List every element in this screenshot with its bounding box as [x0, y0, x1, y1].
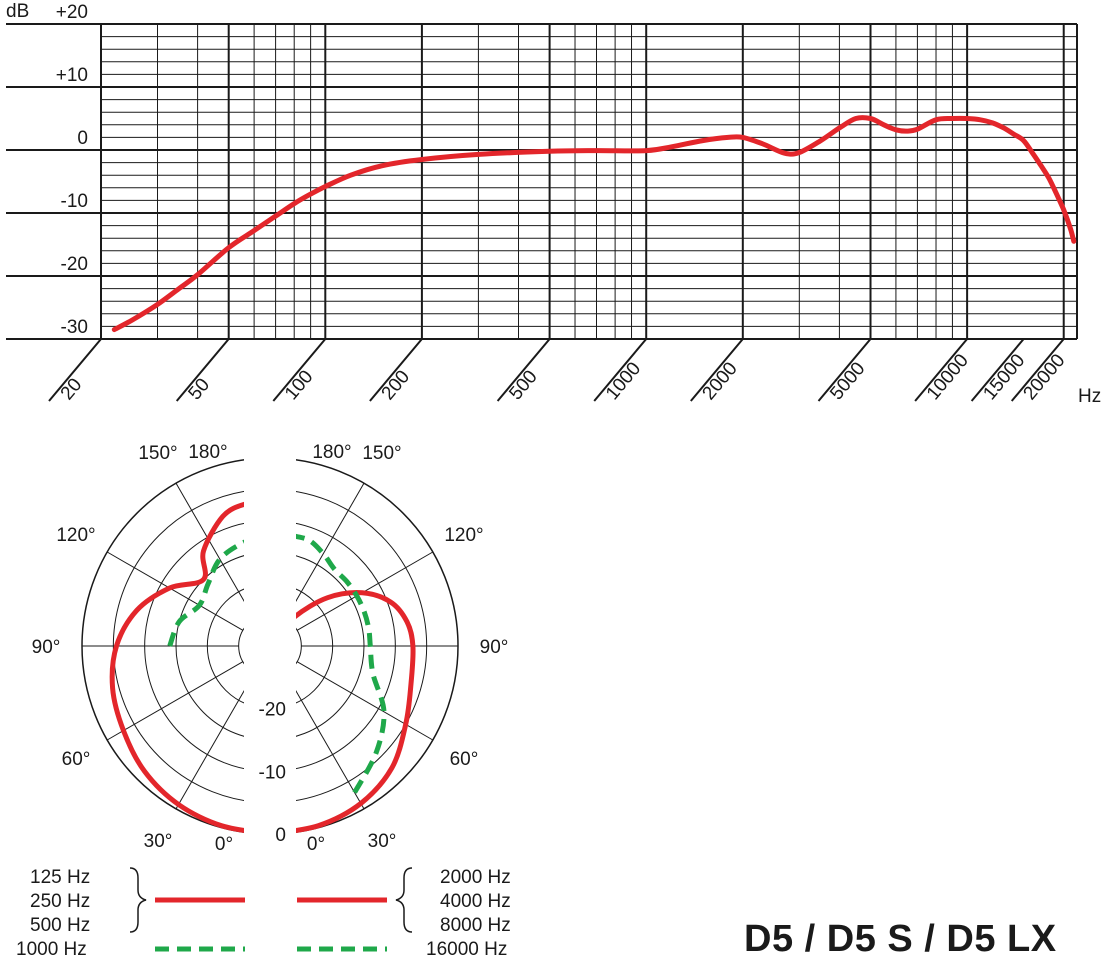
polar-series	[109, 430, 416, 870]
polar-center-mask	[244, 430, 296, 870]
x-tick-line	[48, 338, 102, 402]
legend-right-brace	[395, 867, 413, 933]
y-axis-label: dB	[6, 1, 29, 22]
legend-right-dashed: 16000 Hz	[426, 939, 508, 960]
legend-right-2: 4000 Hz	[440, 891, 511, 912]
x-tick-label: 500	[505, 366, 541, 404]
polar-angle-label: 60°	[450, 749, 479, 770]
polar-radial-label: -20	[259, 700, 286, 721]
polar-radial-label: -10	[259, 762, 286, 783]
polar-angle-label: 180°	[188, 442, 227, 463]
x-tick-label: 20	[57, 375, 87, 405]
legend-right-1: 2000 Hz	[440, 867, 511, 888]
x-tick-label: 1000	[602, 358, 645, 404]
polar-left-solid-curve	[109, 499, 273, 837]
polar-spoke	[175, 672, 255, 810]
x-tick-label: 20000	[1019, 350, 1069, 404]
polar-left-dashed-curve	[167, 530, 271, 647]
polar-angle-label: 90°	[480, 637, 509, 658]
x-tick-line	[914, 338, 968, 402]
polar-angle-label: 150°	[138, 443, 177, 464]
legend-left-3: 500 Hz	[30, 915, 91, 936]
frequency-series	[111, 115, 1077, 333]
x-tick-label: 10000	[923, 350, 973, 404]
polar-angle-label: 120°	[444, 525, 483, 546]
y-tick-label: -20	[61, 254, 88, 275]
x-tick-line	[817, 338, 872, 402]
x-axis-label: Hz	[1078, 386, 1101, 407]
polar-spoke	[106, 551, 244, 631]
legend-left-1: 125 Hz	[30, 867, 91, 888]
legend-left-brace	[129, 867, 147, 933]
polar-pattern-chart: 0° 0° 30° 30° 60° 60° 90° 90° 120° 120° 150° 150° 18…	[32, 430, 509, 870]
legend-left-dashed: 1000 Hz	[16, 939, 87, 960]
x-tick-label: 200	[378, 366, 414, 404]
x-tick-label: 100	[281, 366, 317, 404]
x-tick-line	[496, 338, 551, 402]
polar-labels: 0° 0° 30° 30° 60° 60° 90° 90° 120° 120° 150° 150° 18…	[32, 442, 509, 855]
x-tick-line	[1010, 338, 1065, 402]
polar-spoke	[175, 482, 255, 620]
polar-angle-label: 30°	[144, 831, 173, 852]
polar-angle-label: 120°	[56, 525, 95, 546]
x-tick-line	[970, 338, 1025, 402]
frequency-axes: +20 +10 0 -10 -20 -30 20 50 100 200 500 1000 2000 500…	[48, 2, 1070, 405]
y-tick-label: +10	[56, 65, 88, 86]
y-tick-label: 0	[77, 128, 88, 149]
frequency-response-chart: +20 +10 0 -10 -20 -30 20 50 100 200 500 1000 2000 500…	[6, 1, 1101, 407]
polar-angle-label: 90°	[32, 637, 61, 658]
polar-angle-label: 0°	[215, 834, 233, 855]
y-tick-label: -10	[61, 191, 88, 212]
x-tick-label: 15000	[979, 350, 1029, 404]
frequency-response-line	[111, 115, 1077, 333]
model-title: D5 / D5 S / D5 LX	[744, 918, 1057, 960]
legend-swatches	[129, 867, 413, 952]
polar-spoke	[285, 482, 365, 620]
legend-right-3: 8000 Hz	[440, 915, 511, 936]
polar-angle-label: 150°	[362, 443, 401, 464]
x-tick-line	[272, 338, 327, 402]
y-tick-label: +20	[56, 2, 88, 23]
x-tick-label: 2000	[699, 358, 742, 404]
legend-left-2: 250 Hz	[30, 891, 91, 912]
frequency-grid	[6, 23, 1078, 340]
y-tick-label: -30	[61, 317, 88, 338]
polar-angle-label: 60°	[62, 749, 91, 770]
polar-angle-label: 180°	[312, 442, 351, 463]
x-tick-line	[593, 338, 647, 402]
polar-spoke	[285, 672, 365, 810]
x-tick-line	[690, 338, 744, 402]
x-tick-line	[175, 338, 230, 402]
x-tick-label: 50	[184, 375, 214, 405]
x-tick-label: 5000	[826, 358, 869, 404]
polar-radial-label: 0	[275, 825, 286, 846]
x-tick-line	[369, 338, 423, 402]
polar-spoke	[106, 661, 244, 741]
polar-angle-label: 30°	[368, 831, 397, 852]
polar-angle-label: 0°	[307, 834, 325, 855]
polar-spoke	[296, 661, 434, 741]
polar-right-dashed-curve	[269, 524, 387, 794]
